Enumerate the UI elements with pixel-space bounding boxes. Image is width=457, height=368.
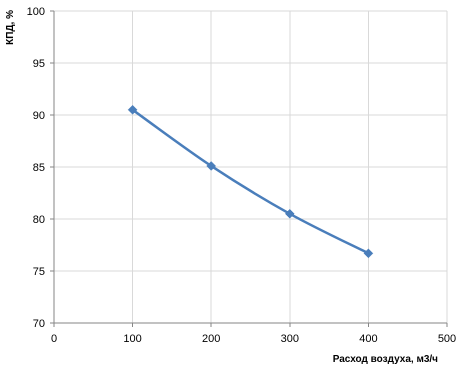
data-point-0-2	[284, 208, 295, 219]
y-tick-label-2: 80	[33, 214, 45, 226]
x-tick-label-2: 200	[202, 333, 220, 345]
y-tick-label-5: 95	[33, 58, 45, 70]
data-point-0-1	[206, 161, 217, 171]
y-tick-label-1: 75	[33, 266, 45, 278]
y-tick-label-3: 85	[33, 162, 45, 174]
y-axis-title: КПД, %	[5, 10, 16, 45]
x-tick-label-5: 500	[438, 333, 456, 345]
y-tick-label-6: 100	[27, 6, 45, 18]
x-axis-title: Расход воздуха, м3/ч	[333, 354, 438, 365]
x-tick-label-3: 300	[281, 333, 299, 345]
tick-labels: 70 75 80 85 90 95 100 0 100 200 300 400 500	[27, 6, 457, 345]
x-tick-label-4: 400	[359, 333, 377, 345]
data-point-0-3	[363, 248, 374, 259]
axes	[50, 10, 448, 327]
x-tick-label-0: 0	[51, 333, 57, 345]
y-tick-label-4: 90	[33, 110, 45, 122]
data-point-0-0	[127, 104, 138, 115]
x-tick-label-1: 100	[123, 333, 141, 345]
series-layer	[127, 104, 374, 259]
y-tick-label-0: 70	[33, 318, 45, 330]
series-line-0	[131, 108, 369, 255]
grid-lines	[54, 10, 448, 323]
